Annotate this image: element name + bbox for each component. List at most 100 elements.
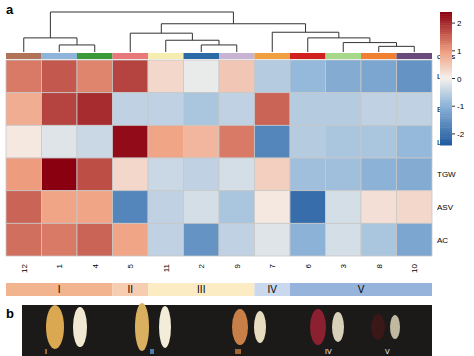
cell [42, 93, 78, 126]
grain [73, 307, 87, 347]
cell [184, 93, 220, 126]
cell [113, 60, 149, 93]
cell [361, 125, 397, 158]
colorbar-label: -2 [457, 130, 465, 139]
colorbar-tick [452, 23, 455, 24]
cell [255, 60, 291, 93]
dendrogram-link [272, 32, 339, 52]
cell [42, 125, 78, 158]
panel-label: a [6, 2, 14, 17]
column-label: 2 [197, 263, 206, 268]
cell [219, 191, 255, 224]
cell [113, 125, 149, 158]
cell [42, 223, 78, 256]
group-band [290, 283, 432, 296]
group-band [148, 283, 255, 296]
grain [159, 306, 171, 348]
cell [184, 125, 220, 158]
column-label: 8 [375, 263, 384, 268]
grain [390, 315, 400, 339]
photo-label: I [45, 348, 47, 355]
row-label: AC [437, 236, 448, 245]
colorbar-tick [452, 78, 455, 79]
cell [255, 191, 291, 224]
class-cell [219, 53, 255, 59]
group-label: III [197, 284, 205, 295]
cell [42, 191, 78, 224]
cell [290, 191, 326, 224]
column-label: 3 [339, 263, 348, 268]
dendrogram-link [161, 24, 305, 33]
colorbar-label: 1 [457, 47, 462, 56]
cell [77, 158, 113, 191]
photo-label: II [150, 348, 154, 355]
dendrogram-link [24, 38, 77, 52]
cell [219, 223, 255, 256]
class-cell [361, 53, 397, 59]
cell [184, 60, 220, 93]
class-cell [113, 53, 149, 59]
photo [22, 305, 432, 356]
column-label: 9 [233, 263, 242, 268]
class-cell [326, 53, 362, 59]
column-label: 7 [268, 263, 277, 268]
group-label: I [58, 284, 61, 295]
group-band [255, 283, 291, 296]
cell [397, 60, 433, 93]
class-cell [6, 53, 42, 59]
colorbar-label: -1 [457, 102, 465, 111]
column-label: 1 [55, 263, 64, 268]
cell [326, 60, 362, 93]
colorbar-tick [452, 50, 455, 51]
dendrogram-link [201, 45, 237, 52]
class-cell [148, 53, 184, 59]
column-label: 4 [91, 263, 100, 268]
dendrogram-link [379, 46, 415, 52]
cell [6, 223, 42, 256]
cell [326, 158, 362, 191]
grain [254, 311, 266, 343]
figure: aclassLBL/BTGWASVAC121451129763810210-1-… [0, 0, 474, 356]
cell [290, 158, 326, 191]
cell [326, 223, 362, 256]
column-label: 6 [304, 263, 313, 268]
cell [148, 223, 184, 256]
cell [361, 158, 397, 191]
dendrogram-link [166, 40, 219, 52]
cell [361, 223, 397, 256]
dendrogram-link [50, 12, 233, 38]
grain [46, 305, 64, 349]
group-label: V [358, 284, 365, 295]
grain [310, 309, 326, 345]
cell [184, 223, 220, 256]
class-cell [397, 53, 433, 59]
cell [397, 158, 433, 191]
column-label: 12 [20, 263, 29, 272]
cell [397, 93, 433, 126]
dendrogram-link [343, 43, 396, 52]
cell [77, 223, 113, 256]
cell [42, 60, 78, 93]
colorbar-label: 0 [457, 75, 462, 84]
cell [326, 125, 362, 158]
cell [77, 191, 113, 224]
class-cell [42, 53, 78, 59]
dendrogram-link [130, 33, 192, 52]
dendrogram-link [308, 38, 370, 52]
cell [6, 158, 42, 191]
colorbar-segment [440, 143, 452, 146]
cell [255, 223, 291, 256]
cell [6, 125, 42, 158]
cell [77, 60, 113, 93]
cell [184, 191, 220, 224]
cell [148, 191, 184, 224]
cell [148, 158, 184, 191]
cell [326, 93, 362, 126]
cell [42, 158, 78, 191]
colorbar-label: 2 [457, 19, 462, 28]
cell [77, 93, 113, 126]
grain [232, 309, 248, 345]
cell [219, 60, 255, 93]
column-label: 5 [126, 263, 135, 268]
photo-label: IV [325, 348, 332, 355]
